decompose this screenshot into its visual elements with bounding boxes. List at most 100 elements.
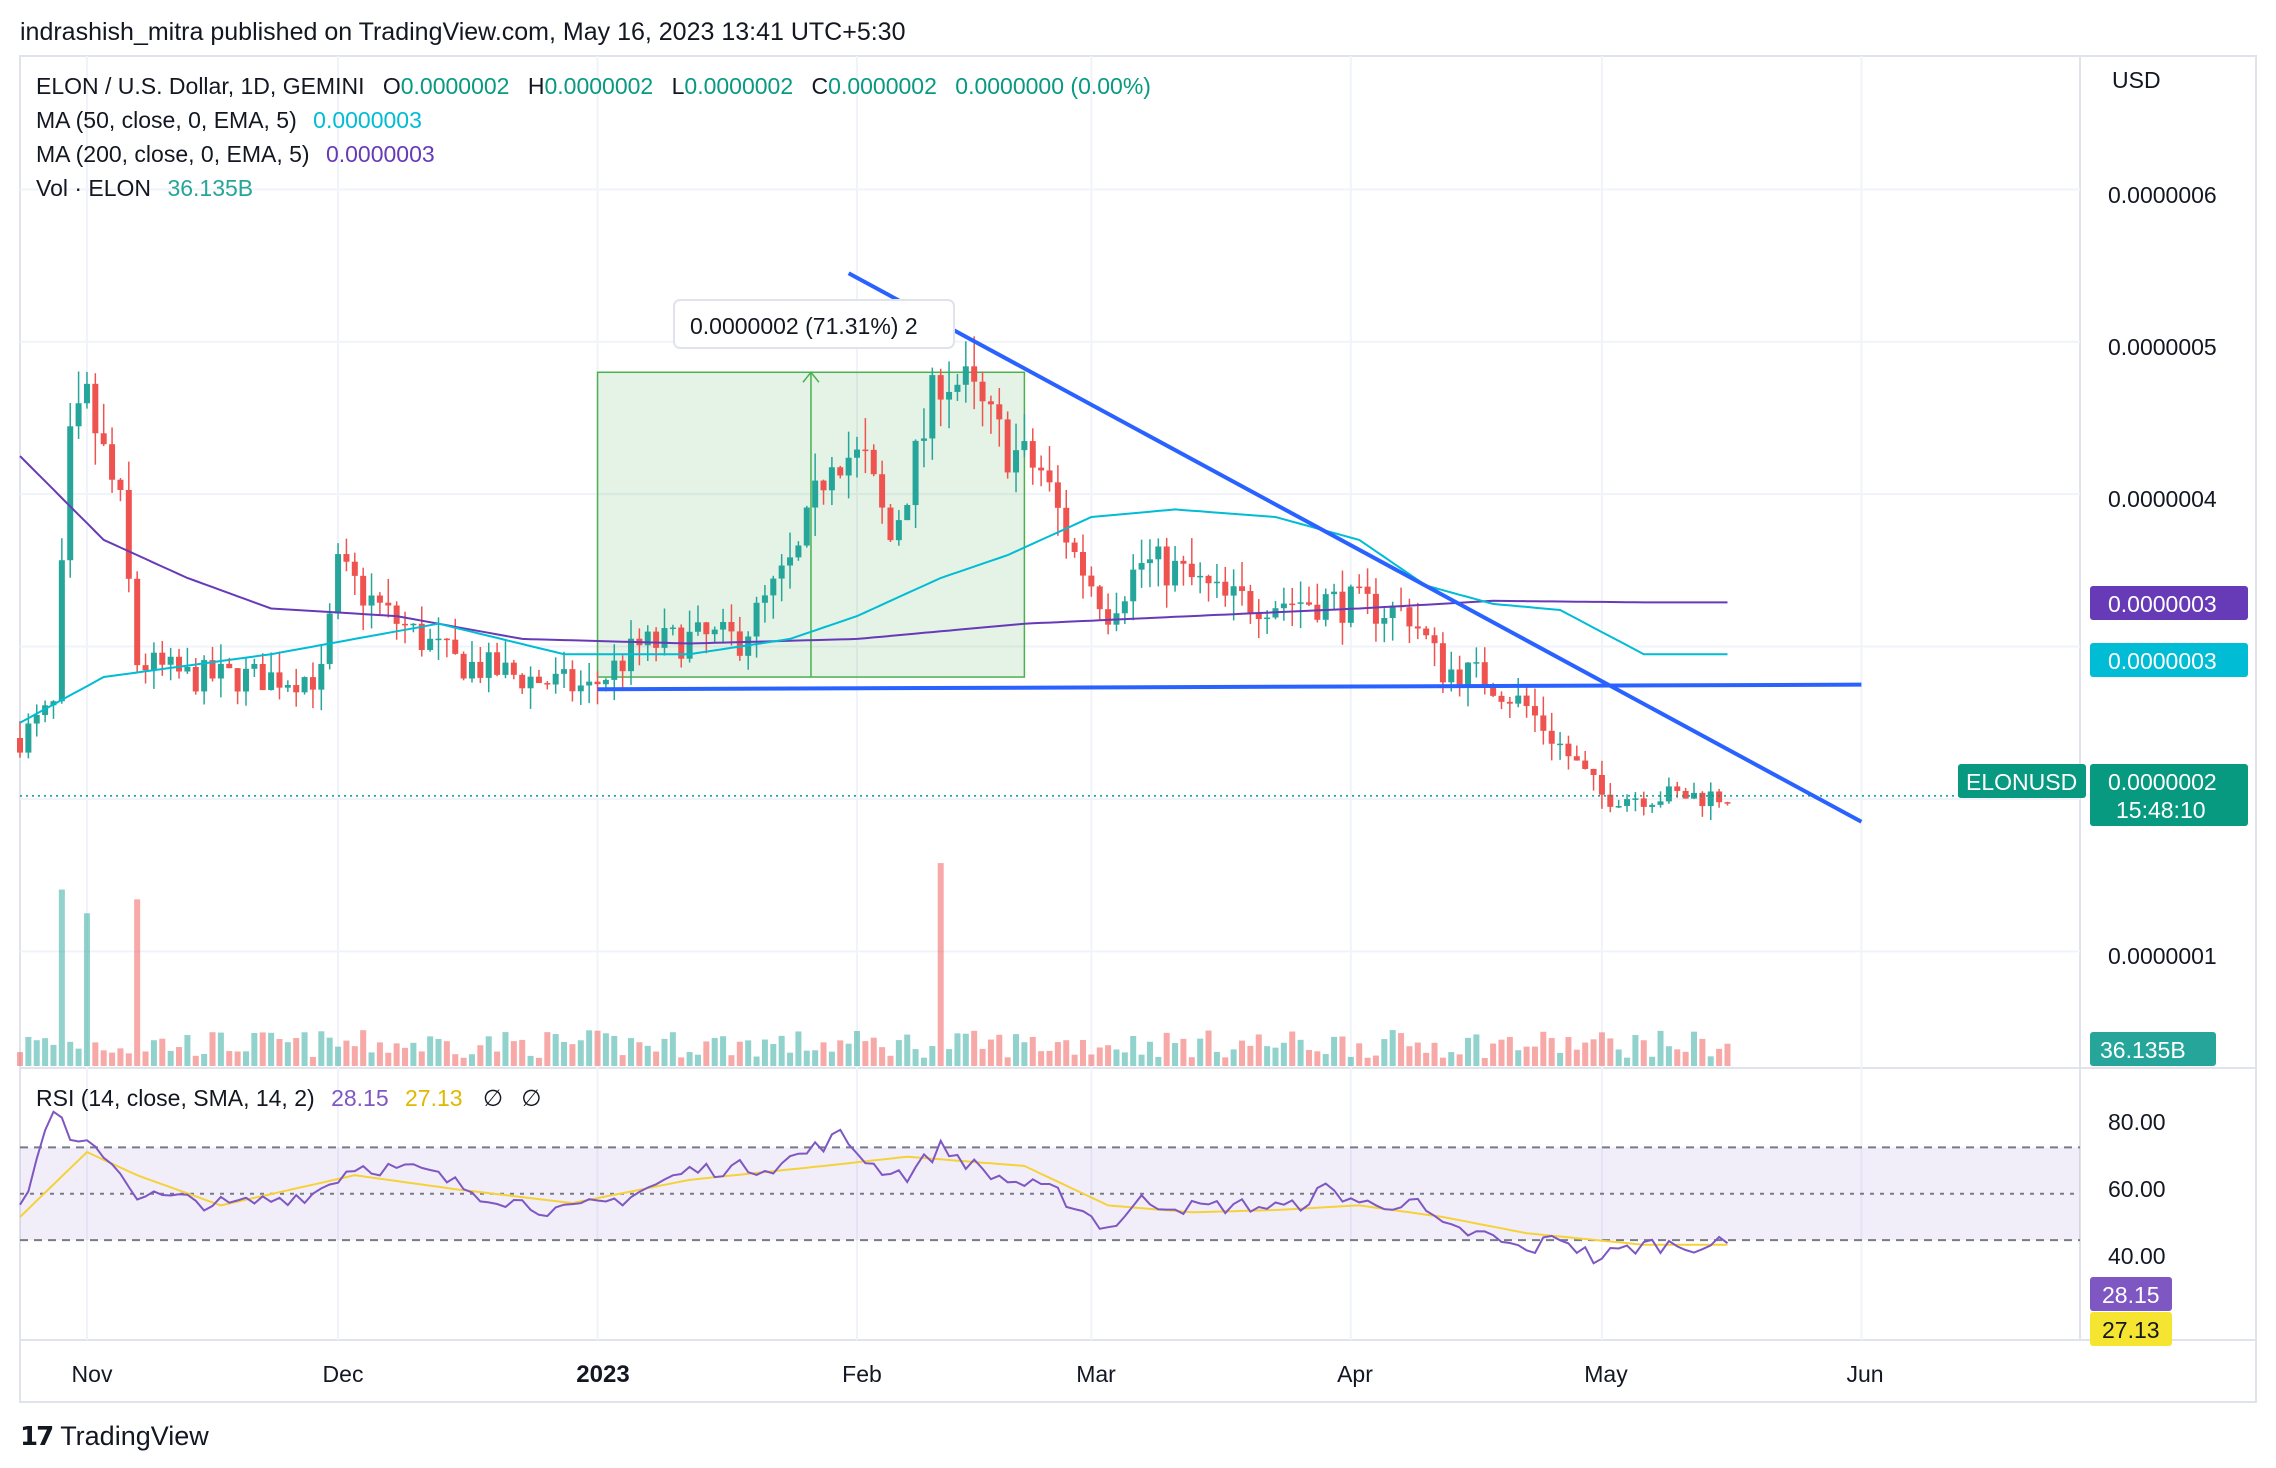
candle-body[interactable] — [1607, 794, 1614, 807]
candle-body[interactable] — [443, 638, 450, 641]
candle-body[interactable] — [812, 480, 819, 508]
candle-body[interactable] — [971, 366, 978, 382]
candle-body[interactable] — [602, 679, 609, 685]
candle-body[interactable] — [1716, 791, 1723, 803]
candle-body[interactable] — [167, 656, 174, 665]
candle-body[interactable] — [611, 660, 618, 680]
candle-body[interactable] — [150, 652, 157, 671]
candle-body[interactable] — [142, 665, 149, 671]
candle-body[interactable] — [854, 449, 860, 458]
candle-body[interactable] — [284, 685, 291, 688]
candle-body[interactable] — [326, 613, 333, 664]
candle-body[interactable] — [376, 595, 383, 603]
candle-body[interactable] — [527, 676, 534, 689]
candle-body[interactable] — [1155, 546, 1162, 560]
candle-body[interactable] — [669, 627, 676, 630]
candle-body[interactable] — [1088, 575, 1095, 587]
candle-body[interactable] — [452, 639, 459, 654]
candle-body[interactable] — [1657, 801, 1664, 805]
candle-body[interactable] — [226, 663, 233, 669]
candlesticks[interactable] — [17, 336, 2080, 821]
candle-body[interactable] — [887, 507, 894, 541]
candle-body[interactable] — [259, 663, 266, 691]
candle-body[interactable] — [1197, 575, 1204, 578]
candle-body[interactable] — [117, 479, 124, 490]
candle-body[interactable] — [251, 663, 258, 669]
candle-body[interactable] — [661, 628, 668, 648]
candle-body[interactable] — [1431, 635, 1438, 644]
candle-body[interactable] — [694, 622, 701, 632]
candle-body[interactable] — [293, 685, 300, 693]
candle-body[interactable] — [1356, 586, 1363, 589]
candle-body[interactable] — [209, 660, 216, 679]
candle-body[interactable] — [761, 595, 768, 603]
candle-body[interactable] — [1280, 603, 1287, 609]
candle-body[interactable] — [410, 623, 417, 626]
candle-body[interactable] — [1013, 450, 1020, 473]
symbol-tag[interactable]: ELONUSD — [1958, 764, 2086, 798]
candle-body[interactable] — [134, 578, 141, 666]
candle-body[interactable] — [1339, 591, 1346, 623]
candle-body[interactable] — [192, 666, 199, 692]
candle-body[interactable] — [176, 656, 183, 672]
candle-body[interactable] — [1305, 602, 1312, 605]
candle-body[interactable] — [1372, 593, 1379, 624]
candle-body[interactable] — [33, 714, 40, 724]
candle-body[interactable] — [1665, 786, 1672, 802]
candle-body[interactable] — [67, 426, 74, 561]
candle-body[interactable] — [1590, 768, 1597, 775]
candle-body[interactable] — [803, 507, 810, 546]
candle-body[interactable] — [1004, 419, 1011, 473]
candle-body[interactable] — [1314, 604, 1321, 620]
candle-body[interactable] — [996, 404, 1003, 420]
candle-body[interactable] — [577, 685, 584, 692]
candle-body[interactable] — [1146, 559, 1153, 564]
legend-ma50-row[interactable]: MA (50, close, 0, EMA, 5) 0.0000003 — [36, 107, 422, 133]
candle-body[interactable] — [1465, 662, 1472, 688]
candle-body[interactable] — [510, 662, 517, 675]
descending-resistance-line[interactable] — [847, 271, 1863, 824]
candle-body[interactable] — [987, 401, 994, 405]
candle-body[interactable] — [1255, 612, 1262, 620]
legend-symbol-row[interactable]: ELON / U.S. Dollar, 1D, GEMINI O0.000000… — [36, 73, 1151, 99]
candle-body[interactable] — [1674, 786, 1681, 791]
candle-body[interactable] — [1172, 560, 1179, 586]
candle-body[interactable] — [619, 660, 626, 672]
candle-body[interactable] — [1121, 601, 1128, 614]
candle-body[interactable] — [1079, 552, 1086, 576]
candle-body[interactable] — [1046, 470, 1053, 483]
candle-body[interactable] — [159, 652, 166, 665]
candle-body[interactable] — [795, 545, 802, 558]
candle-body[interactable] — [1598, 774, 1605, 795]
candle-body[interactable] — [552, 673, 559, 685]
candle-body[interactable] — [1247, 591, 1254, 613]
candle-body[interactable] — [895, 520, 902, 541]
candle-body[interactable] — [184, 666, 191, 672]
candle-body[interactable] — [1615, 806, 1622, 808]
candle-body[interactable] — [1624, 799, 1631, 807]
candle-body[interactable] — [703, 622, 710, 635]
candle-body[interactable] — [268, 672, 275, 691]
candle-body[interactable] — [1640, 798, 1647, 807]
candle-body[interactable] — [351, 561, 358, 576]
candle-body[interactable] — [586, 681, 593, 686]
candle-body[interactable] — [1473, 662, 1480, 664]
candle-body[interactable] — [1707, 791, 1714, 807]
candle-body[interactable] — [494, 652, 501, 675]
candle-body[interactable] — [720, 622, 727, 630]
candle-body[interactable] — [561, 669, 568, 674]
candle-body[interactable] — [820, 480, 827, 491]
candle-body[interactable] — [1029, 441, 1036, 468]
candle-body[interactable] — [1096, 586, 1103, 610]
candle-body[interactable] — [1531, 706, 1538, 716]
candle-body[interactable] — [1565, 743, 1572, 757]
candle-body[interactable] — [870, 449, 877, 475]
candle-body[interactable] — [368, 595, 375, 606]
candle-body[interactable] — [1456, 669, 1463, 688]
candle-body[interactable] — [385, 602, 392, 606]
candle-body[interactable] — [276, 672, 283, 688]
candle-body[interactable] — [1138, 563, 1145, 570]
horizontal-support-line[interactable] — [597, 682, 1862, 692]
legend-ma200-row[interactable]: MA (200, close, 0, EMA, 5) 0.0000003 — [36, 141, 435, 167]
